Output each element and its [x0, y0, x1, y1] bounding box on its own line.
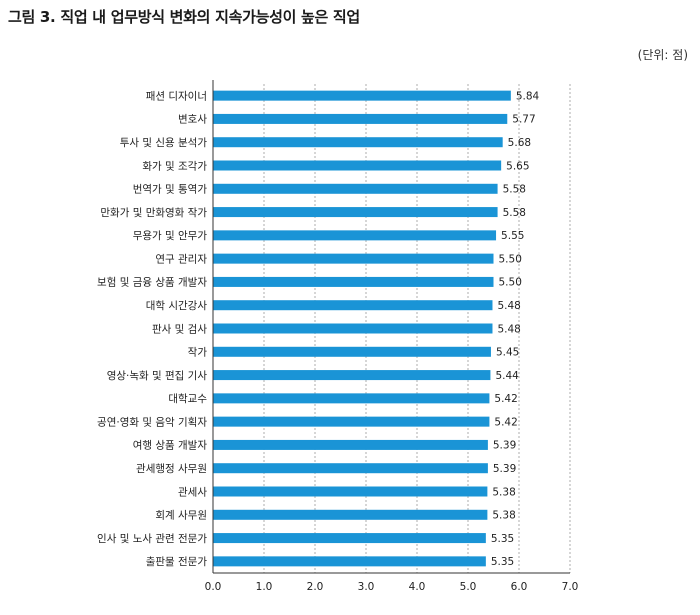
category-label: 번역가 및 통역가 — [133, 184, 208, 196]
value-label: 5.77 — [512, 114, 535, 126]
x-tick-label: 4.0 — [409, 581, 426, 593]
bar — [213, 207, 498, 218]
value-label: 5.65 — [506, 160, 529, 172]
bar — [213, 533, 486, 544]
bar — [213, 509, 488, 520]
category-label: 패션 디자이너 — [146, 90, 207, 102]
bar — [213, 486, 488, 497]
bar — [213, 183, 498, 194]
category-label: 보험 및 금융 상품 개발자 — [97, 277, 207, 289]
category-label: 대학교수 — [168, 393, 207, 405]
category-label: 투사 및 신용 분석가 — [120, 137, 208, 149]
bar — [213, 276, 494, 287]
unit-label: (단위: 점) — [637, 48, 688, 62]
value-label: 5.84 — [516, 90, 540, 102]
category-label: 연구 관리자 — [155, 253, 207, 265]
bar — [213, 556, 486, 567]
bar — [213, 370, 491, 381]
bar — [213, 253, 494, 264]
category-label: 여행 상품 개발자 — [133, 440, 208, 452]
x-tick-label: 3.0 — [358, 581, 375, 593]
value-label: 5.39 — [493, 440, 516, 452]
bar — [213, 300, 493, 311]
bar — [213, 393, 490, 404]
value-label: 5.50 — [499, 253, 522, 265]
bar — [213, 90, 511, 101]
category-label: 변호사 — [178, 114, 207, 126]
x-tick-label: 2.0 — [307, 581, 324, 593]
value-label: 5.42 — [494, 416, 517, 428]
x-tick-label: 0.0 — [205, 581, 222, 593]
category-label: 공연·영화 및 음악 기획자 — [97, 416, 207, 428]
value-label: 5.50 — [499, 277, 522, 289]
bar — [213, 137, 503, 148]
category-label: 출판물 전문가 — [146, 556, 208, 568]
bar — [213, 439, 488, 450]
bar — [213, 463, 488, 474]
value-label: 5.35 — [491, 533, 514, 545]
category-label: 판사 및 검사 — [152, 323, 207, 335]
value-label: 5.45 — [496, 347, 519, 359]
category-label: 만화가 및 만화영화 작가 — [100, 207, 207, 219]
x-tick-label: 1.0 — [256, 581, 273, 593]
value-label: 5.35 — [491, 556, 514, 568]
value-label: 5.39 — [493, 463, 516, 475]
category-label: 관세사 — [178, 486, 207, 498]
value-label: 5.42 — [494, 393, 517, 405]
category-label: 화가 및 조각가 — [142, 160, 207, 172]
bar — [213, 323, 493, 334]
value-label: 5.58 — [503, 184, 526, 196]
value-label: 5.44 — [495, 370, 519, 382]
chart-title: 그림 3. 직업 내 업무방식 변화의 지속가능성이 높은 직업 — [8, 8, 360, 26]
category-label: 대학 시간강사 — [146, 300, 208, 312]
value-label: 5.38 — [492, 510, 515, 522]
value-label: 5.48 — [497, 323, 520, 335]
bar — [213, 113, 508, 124]
category-label: 무용가 및 안무가 — [133, 230, 208, 242]
bar — [213, 346, 491, 357]
x-tick-label: 5.0 — [460, 581, 477, 593]
value-label: 5.38 — [492, 486, 515, 498]
bar — [213, 160, 502, 171]
category-label: 관세행정 사무원 — [136, 463, 207, 475]
value-label: 5.68 — [508, 137, 531, 149]
category-label: 인사 및 노사 관련 전문가 — [97, 533, 207, 545]
value-label: 5.55 — [501, 230, 524, 242]
category-label: 작가 — [188, 347, 208, 359]
value-label: 5.58 — [503, 207, 526, 219]
category-label: 회계 사무원 — [155, 510, 207, 522]
x-tick-label: 6.0 — [511, 581, 528, 593]
bar — [213, 230, 497, 241]
value-label: 5.48 — [497, 300, 520, 312]
bar — [213, 416, 490, 427]
category-label: 영상·녹화 및 편집 기사 — [107, 369, 208, 382]
x-tick-label: 7.0 — [562, 581, 579, 593]
